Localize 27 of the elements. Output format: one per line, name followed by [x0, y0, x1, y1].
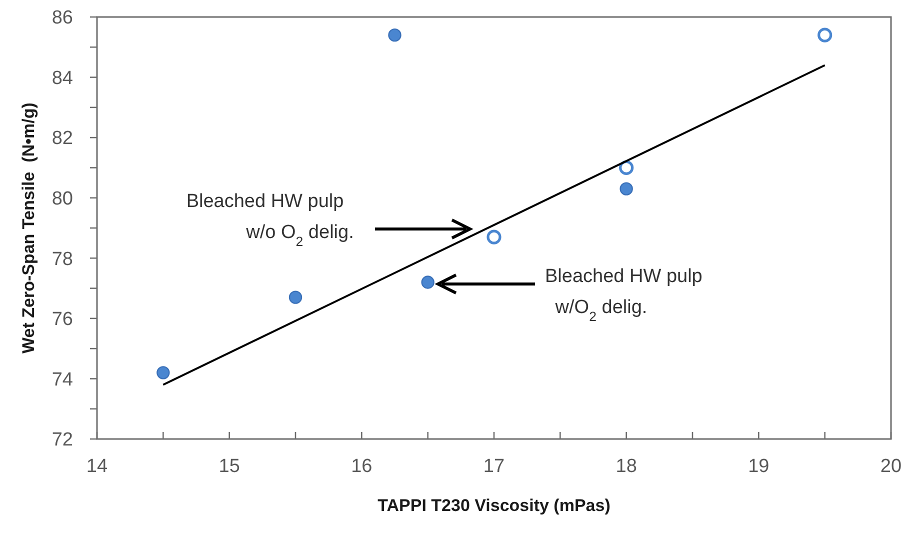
x-tick-label: 15 — [218, 456, 240, 477]
y-tick-label: 74 — [52, 369, 74, 390]
y-tick-label: 72 — [52, 430, 73, 451]
x-tick-label: 16 — [351, 456, 372, 477]
y-tick-label: 80 — [52, 188, 73, 210]
point — [388, 28, 402, 42]
point — [288, 290, 302, 304]
point — [156, 366, 170, 380]
point — [818, 28, 832, 42]
point — [421, 276, 434, 289]
x-tick-label: 20 — [880, 456, 902, 477]
annotation: Bleached HW pulp w/o O$_{2}$ delig. — [186, 191, 354, 248]
y-tick-label: 76 — [52, 309, 73, 330]
x-axis-title: TAPPI T230 Viscosity (mPas) — [378, 496, 610, 515]
annotation: Bleached HW pulp w/O$_{2}$ delig. — [545, 266, 702, 324]
x-tick-label: 17 — [483, 456, 505, 477]
y-tick-label: 84 — [52, 68, 74, 89]
x-tick-label: 18 — [616, 456, 637, 477]
point — [486, 230, 502, 244]
y-tick-label: 78 — [52, 248, 73, 270]
y-tick-label: 86 — [52, 8, 73, 29]
y-tick-label: 82 — [52, 128, 73, 150]
x-tick-label: 19 — [748, 456, 770, 477]
y-axis-title: Wet Zero-Span Tensile (N•m/g) — [19, 102, 38, 354]
point — [619, 160, 634, 176]
x-tick-label: 14 — [86, 456, 108, 477]
point — [620, 182, 633, 196]
